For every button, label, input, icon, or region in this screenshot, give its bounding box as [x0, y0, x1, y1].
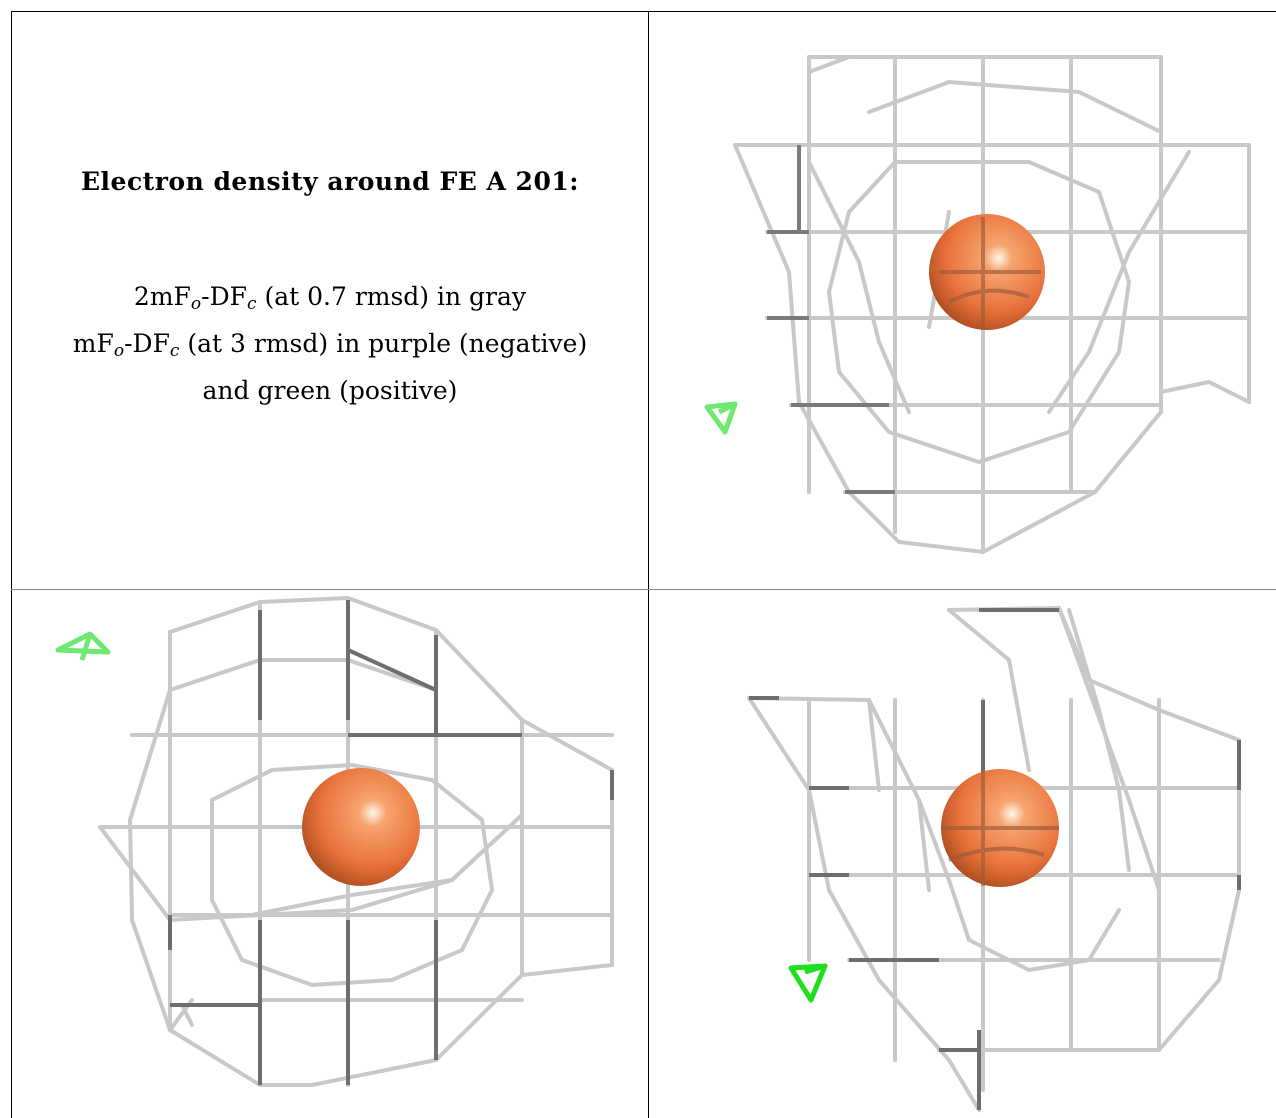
mesh-svg-2: [55, 595, 614, 1087]
top-border: [11, 11, 1276, 12]
caption-title: Electron density around FE A 201:: [81, 167, 579, 196]
middle-divider: [11, 589, 1276, 590]
mesh-front: [941, 770, 1059, 886]
density-view-bottom-left: [12, 590, 648, 1118]
mesh-svg-3: [747, 605, 1241, 1112]
caption-cell: Electron density around FE A 201: 2mFo-D…: [11, 11, 649, 589]
mesh-dark-edges: [767, 145, 895, 494]
mesh-front: [939, 217, 1041, 330]
figure-grid: Electron density around FE A 201: 2mFo-D…: [11, 11, 1276, 1118]
caption-description: 2mFo-DFc (at 0.7 rmsd) in gray mFo-DFc (…: [73, 277, 587, 410]
positive-density-blob: [55, 631, 111, 661]
mesh-dark-edges: [168, 600, 614, 1085]
left-border: [11, 11, 12, 1118]
caption-line-1: 2mFo-DFc (at 0.7 rmsd) in gray: [133, 282, 527, 314]
caption-line-2: mFo-DFc (at 3 rmsd) in purple (negative): [72, 329, 588, 361]
positive-density-blob: [788, 963, 828, 1003]
center-divider: [648, 11, 649, 1118]
fe-atom-sphere: [302, 768, 420, 886]
positive-density-blob: [704, 401, 738, 435]
mesh-dark-edges: [749, 608, 1241, 1110]
density-view-bottom-right: [649, 590, 1276, 1118]
density-view-top-right: [649, 12, 1276, 589]
mesh-front: [251, 813, 524, 917]
caption-line-3: and green (positive): [202, 376, 458, 405]
mesh-svg-1: [704, 55, 1251, 555]
